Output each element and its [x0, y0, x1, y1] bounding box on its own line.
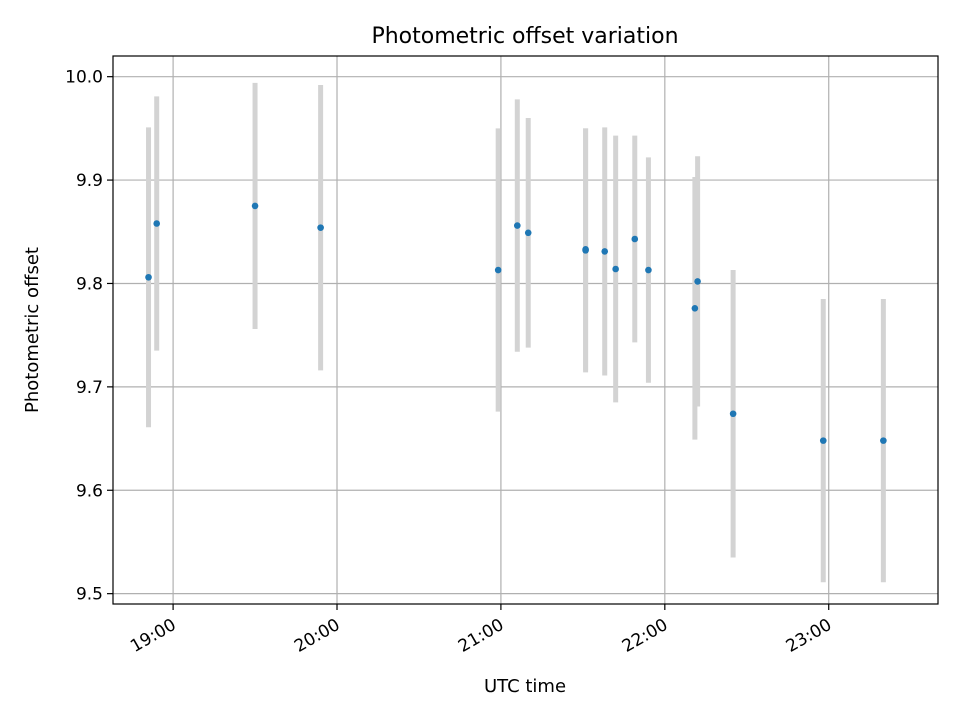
y-tick-label: 9.5: [76, 585, 103, 605]
chart-title: Photometric offset variation: [371, 24, 678, 49]
data-point: [645, 266, 652, 274]
data-point: [494, 266, 502, 274]
data-point: [819, 437, 827, 444]
data-point: [880, 437, 887, 444]
y-tick-label: 9.9: [76, 171, 103, 191]
data-point: [153, 220, 161, 227]
data-point: [729, 410, 737, 418]
y-axis-label: Photometric offset: [22, 247, 43, 413]
data-point: [694, 278, 701, 285]
plot-frame: [112, 55, 939, 605]
y-tick-label: 9.7: [76, 378, 103, 398]
data-point: [691, 304, 699, 312]
y-tick-label: 9.8: [76, 274, 103, 294]
data-point: [612, 265, 619, 273]
data-point: [524, 229, 532, 237]
data-point: [145, 273, 152, 281]
data-point: [582, 247, 589, 254]
data-point: [317, 224, 324, 231]
data-point: [251, 202, 259, 210]
y-axis-ticks: 9.5 9.6 9.7 9.8 9.9 10.0: [65, 68, 113, 605]
x-axis-label: UTC time: [484, 676, 566, 697]
y-tick-label: 9.6: [76, 481, 103, 501]
data-point: [601, 248, 609, 255]
grid: [113, 56, 938, 604]
data-point: [631, 235, 639, 243]
data-point: [514, 222, 521, 229]
y-tick-label: 10.0: [65, 68, 103, 88]
data-points: [145, 202, 887, 444]
